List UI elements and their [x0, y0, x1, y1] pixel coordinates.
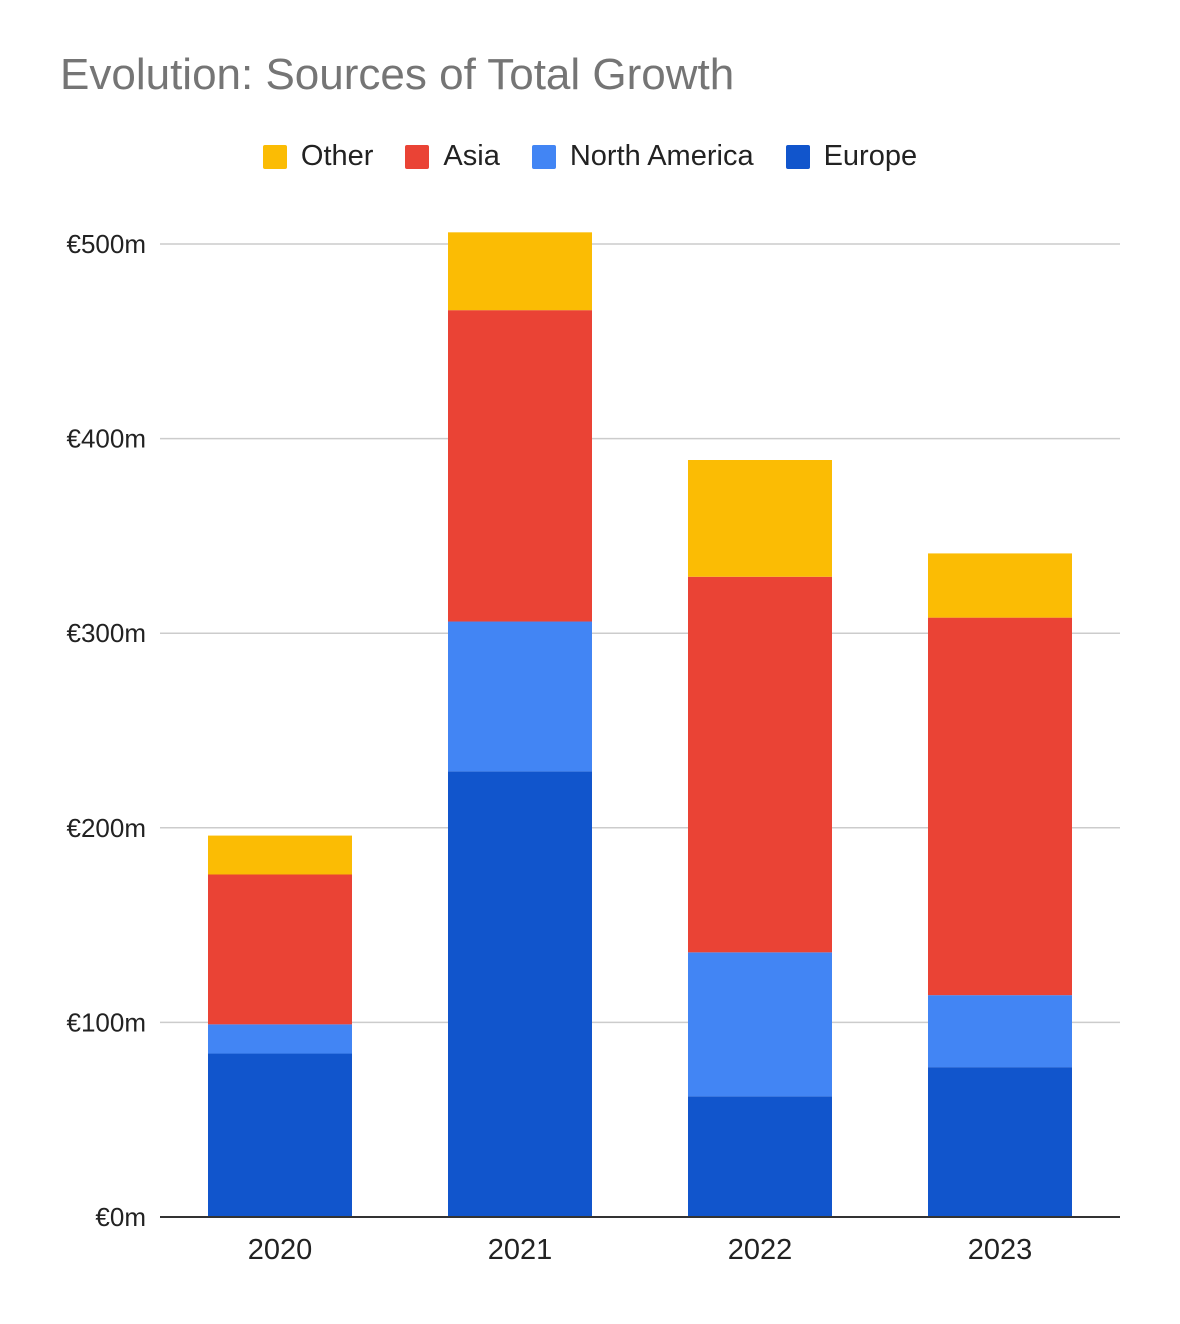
bar-2023-north-america [928, 995, 1072, 1068]
bar-2022-north-america [688, 952, 832, 1097]
legend-item-asia: Asia [405, 140, 500, 173]
legend-label-north-america: North America [569, 140, 754, 172]
y-tick-label: €500m [67, 229, 147, 259]
x-tick-label-2020: 2020 [248, 1234, 313, 1266]
bar-2021-other [448, 232, 592, 311]
bar-2022-asia [688, 576, 832, 953]
y-tick-label: €300m [67, 618, 147, 648]
legend-item-europe: Europe [785, 140, 918, 173]
y-tick-label: €400m [67, 424, 147, 454]
legend-swatch-north-america [531, 144, 556, 169]
chart-legend: Other Asia North America Europe [0, 140, 1180, 173]
bar-2020-asia [208, 874, 352, 1025]
legend-label-europe: Europe [823, 140, 918, 172]
bar-2021-asia [448, 310, 592, 622]
chart-title: Evolution: Sources of Total Growth [60, 50, 735, 99]
bar-2020-other [208, 835, 352, 875]
y-tick-label: €100m [67, 1007, 147, 1037]
legend-label-other: Other [300, 140, 374, 172]
bar-2021-europe [448, 771, 592, 1217]
x-tick-label-2021: 2021 [488, 1234, 553, 1266]
y-tick-label: €0m [95, 1202, 146, 1232]
legend-swatch-europe [785, 144, 810, 169]
bar-2023-asia [928, 617, 1072, 996]
bar-2020-europe [208, 1053, 352, 1217]
y-tick-label: €200m [67, 813, 147, 843]
legend-item-north-america: North America [531, 140, 754, 173]
legend-swatch-other [262, 144, 287, 169]
x-tick-label-2022: 2022 [728, 1234, 793, 1266]
x-tick-label-2023: 2023 [968, 1234, 1033, 1266]
legend-label-asia: Asia [443, 140, 500, 172]
bar-2023-europe [928, 1067, 1072, 1217]
bar-2022-europe [688, 1096, 832, 1217]
legend-swatch-asia [405, 144, 430, 169]
legend-item-other: Other [262, 140, 374, 173]
bar-2021-north-america [448, 621, 592, 772]
bar-2023-other [928, 553, 1072, 618]
bar-2022-other [688, 460, 832, 577]
bar-2020-north-america [208, 1024, 352, 1054]
